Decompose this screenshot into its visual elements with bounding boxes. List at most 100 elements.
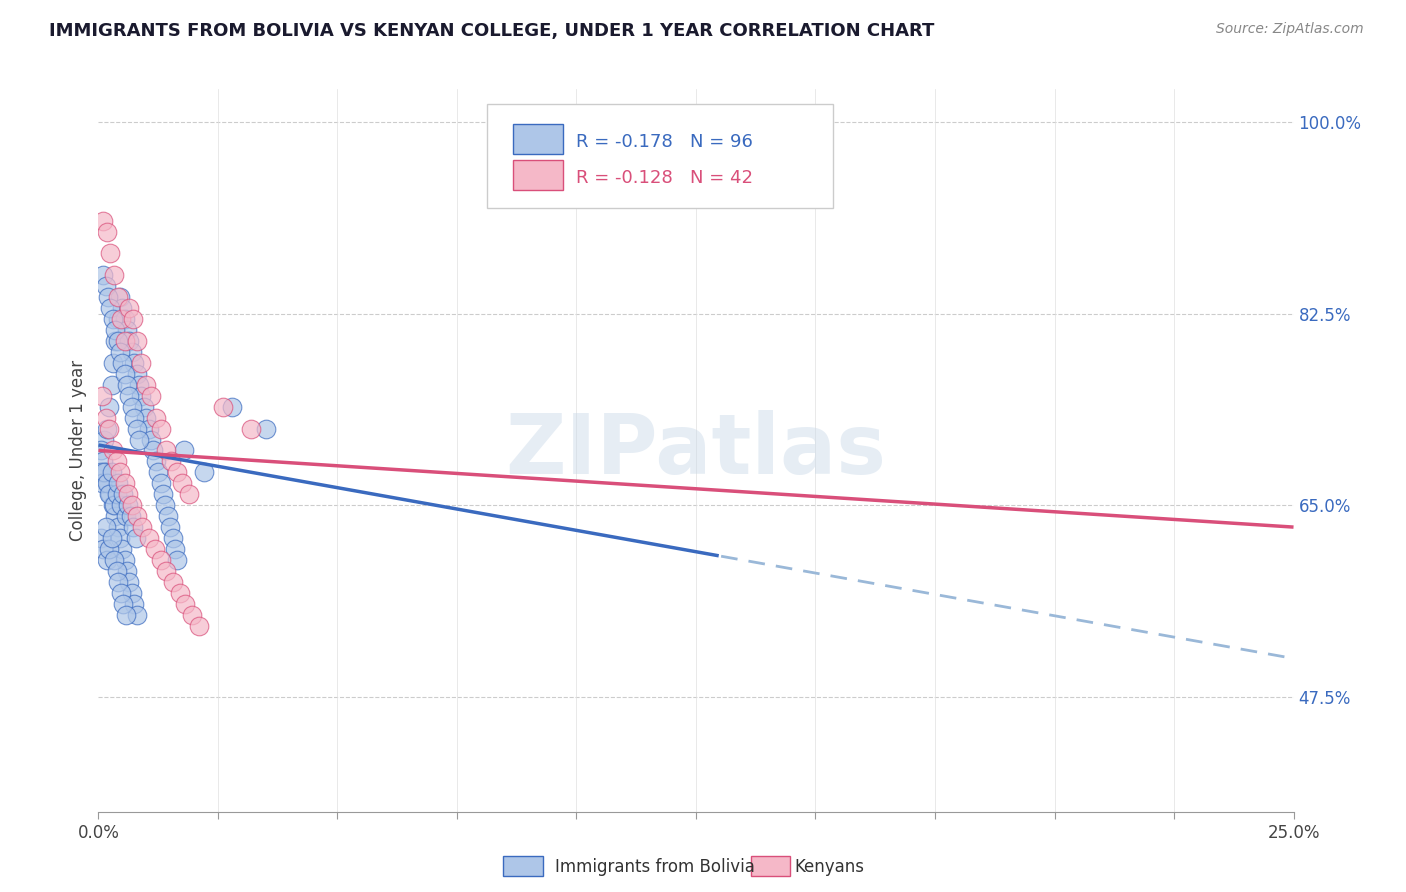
Point bbox=[103, 553, 125, 567]
Point bbox=[91, 268, 114, 283]
Point bbox=[121, 498, 143, 512]
Point bbox=[135, 410, 157, 425]
Point bbox=[115, 564, 138, 578]
Point bbox=[145, 410, 167, 425]
Point bbox=[101, 312, 124, 326]
Point bbox=[107, 476, 129, 491]
Text: IMMIGRANTS FROM BOLIVIA VS KENYAN COLLEGE, UNDER 1 YEAR CORRELATION CHART: IMMIGRANTS FROM BOLIVIA VS KENYAN COLLEG… bbox=[49, 22, 935, 40]
Point bbox=[121, 586, 143, 600]
Point bbox=[96, 553, 118, 567]
FancyBboxPatch shape bbox=[503, 856, 543, 876]
Point bbox=[180, 607, 202, 622]
Point bbox=[105, 454, 128, 468]
Point bbox=[156, 509, 179, 524]
Point bbox=[107, 290, 129, 304]
Point bbox=[118, 334, 141, 348]
Point bbox=[149, 421, 172, 435]
Point bbox=[94, 279, 117, 293]
Point bbox=[211, 400, 233, 414]
Point bbox=[93, 433, 115, 447]
Point bbox=[97, 290, 120, 304]
Point bbox=[166, 553, 188, 567]
Point bbox=[94, 410, 117, 425]
Point bbox=[155, 498, 177, 512]
Point bbox=[125, 367, 148, 381]
Point bbox=[145, 454, 167, 468]
Point bbox=[139, 389, 162, 403]
Point bbox=[91, 213, 114, 227]
Point bbox=[143, 541, 166, 556]
Point bbox=[110, 312, 132, 326]
Point bbox=[149, 476, 172, 491]
Point bbox=[114, 312, 136, 326]
Point bbox=[162, 574, 184, 589]
Point bbox=[118, 301, 141, 315]
Point bbox=[105, 487, 128, 501]
Point bbox=[101, 377, 124, 392]
Point bbox=[138, 531, 160, 545]
Point bbox=[254, 421, 277, 435]
Y-axis label: College, Under 1 year: College, Under 1 year bbox=[69, 359, 87, 541]
Point bbox=[132, 400, 155, 414]
Text: Kenyans: Kenyans bbox=[794, 858, 865, 876]
Point bbox=[173, 443, 195, 458]
Point bbox=[121, 312, 143, 326]
Point bbox=[187, 618, 209, 632]
Point bbox=[97, 476, 120, 491]
Point bbox=[104, 323, 127, 337]
Point bbox=[121, 400, 143, 414]
Point bbox=[118, 574, 141, 589]
Point bbox=[142, 443, 165, 458]
Point bbox=[115, 323, 138, 337]
Point bbox=[97, 541, 120, 556]
Point bbox=[97, 421, 120, 435]
Point bbox=[114, 334, 136, 348]
Point bbox=[131, 520, 153, 534]
Point bbox=[115, 509, 138, 524]
Point bbox=[117, 487, 139, 501]
Point bbox=[162, 531, 184, 545]
Point bbox=[125, 509, 148, 524]
Point bbox=[108, 531, 131, 545]
Point bbox=[110, 586, 132, 600]
Point bbox=[101, 466, 124, 480]
Point bbox=[121, 520, 143, 534]
Point bbox=[166, 466, 188, 480]
Text: Source: ZipAtlas.com: Source: ZipAtlas.com bbox=[1216, 22, 1364, 37]
Point bbox=[114, 553, 136, 567]
Point bbox=[97, 400, 120, 414]
Point bbox=[221, 400, 243, 414]
Point bbox=[98, 301, 122, 315]
Point bbox=[108, 345, 131, 359]
Point bbox=[96, 476, 118, 491]
Text: R = -0.178   N = 96: R = -0.178 N = 96 bbox=[576, 133, 754, 151]
Point bbox=[112, 487, 135, 501]
Point bbox=[90, 466, 112, 480]
Point bbox=[160, 454, 183, 468]
Point bbox=[118, 389, 141, 403]
Point bbox=[101, 498, 124, 512]
Point bbox=[159, 520, 181, 534]
Point bbox=[124, 597, 146, 611]
Point bbox=[138, 421, 160, 435]
Point bbox=[94, 520, 117, 534]
Point bbox=[172, 476, 194, 491]
Point bbox=[110, 498, 132, 512]
Point bbox=[169, 586, 191, 600]
Point bbox=[98, 487, 122, 501]
Point bbox=[107, 334, 129, 348]
Point bbox=[148, 466, 170, 480]
Point bbox=[125, 421, 148, 435]
Point bbox=[179, 487, 201, 501]
Point bbox=[121, 345, 143, 359]
Point bbox=[96, 421, 118, 435]
Point bbox=[135, 377, 157, 392]
Point bbox=[90, 531, 112, 545]
Point bbox=[155, 564, 177, 578]
Point bbox=[131, 356, 153, 370]
FancyBboxPatch shape bbox=[513, 160, 564, 190]
Point bbox=[174, 597, 197, 611]
Point bbox=[240, 421, 263, 435]
Point bbox=[90, 443, 112, 458]
Point bbox=[115, 377, 138, 392]
